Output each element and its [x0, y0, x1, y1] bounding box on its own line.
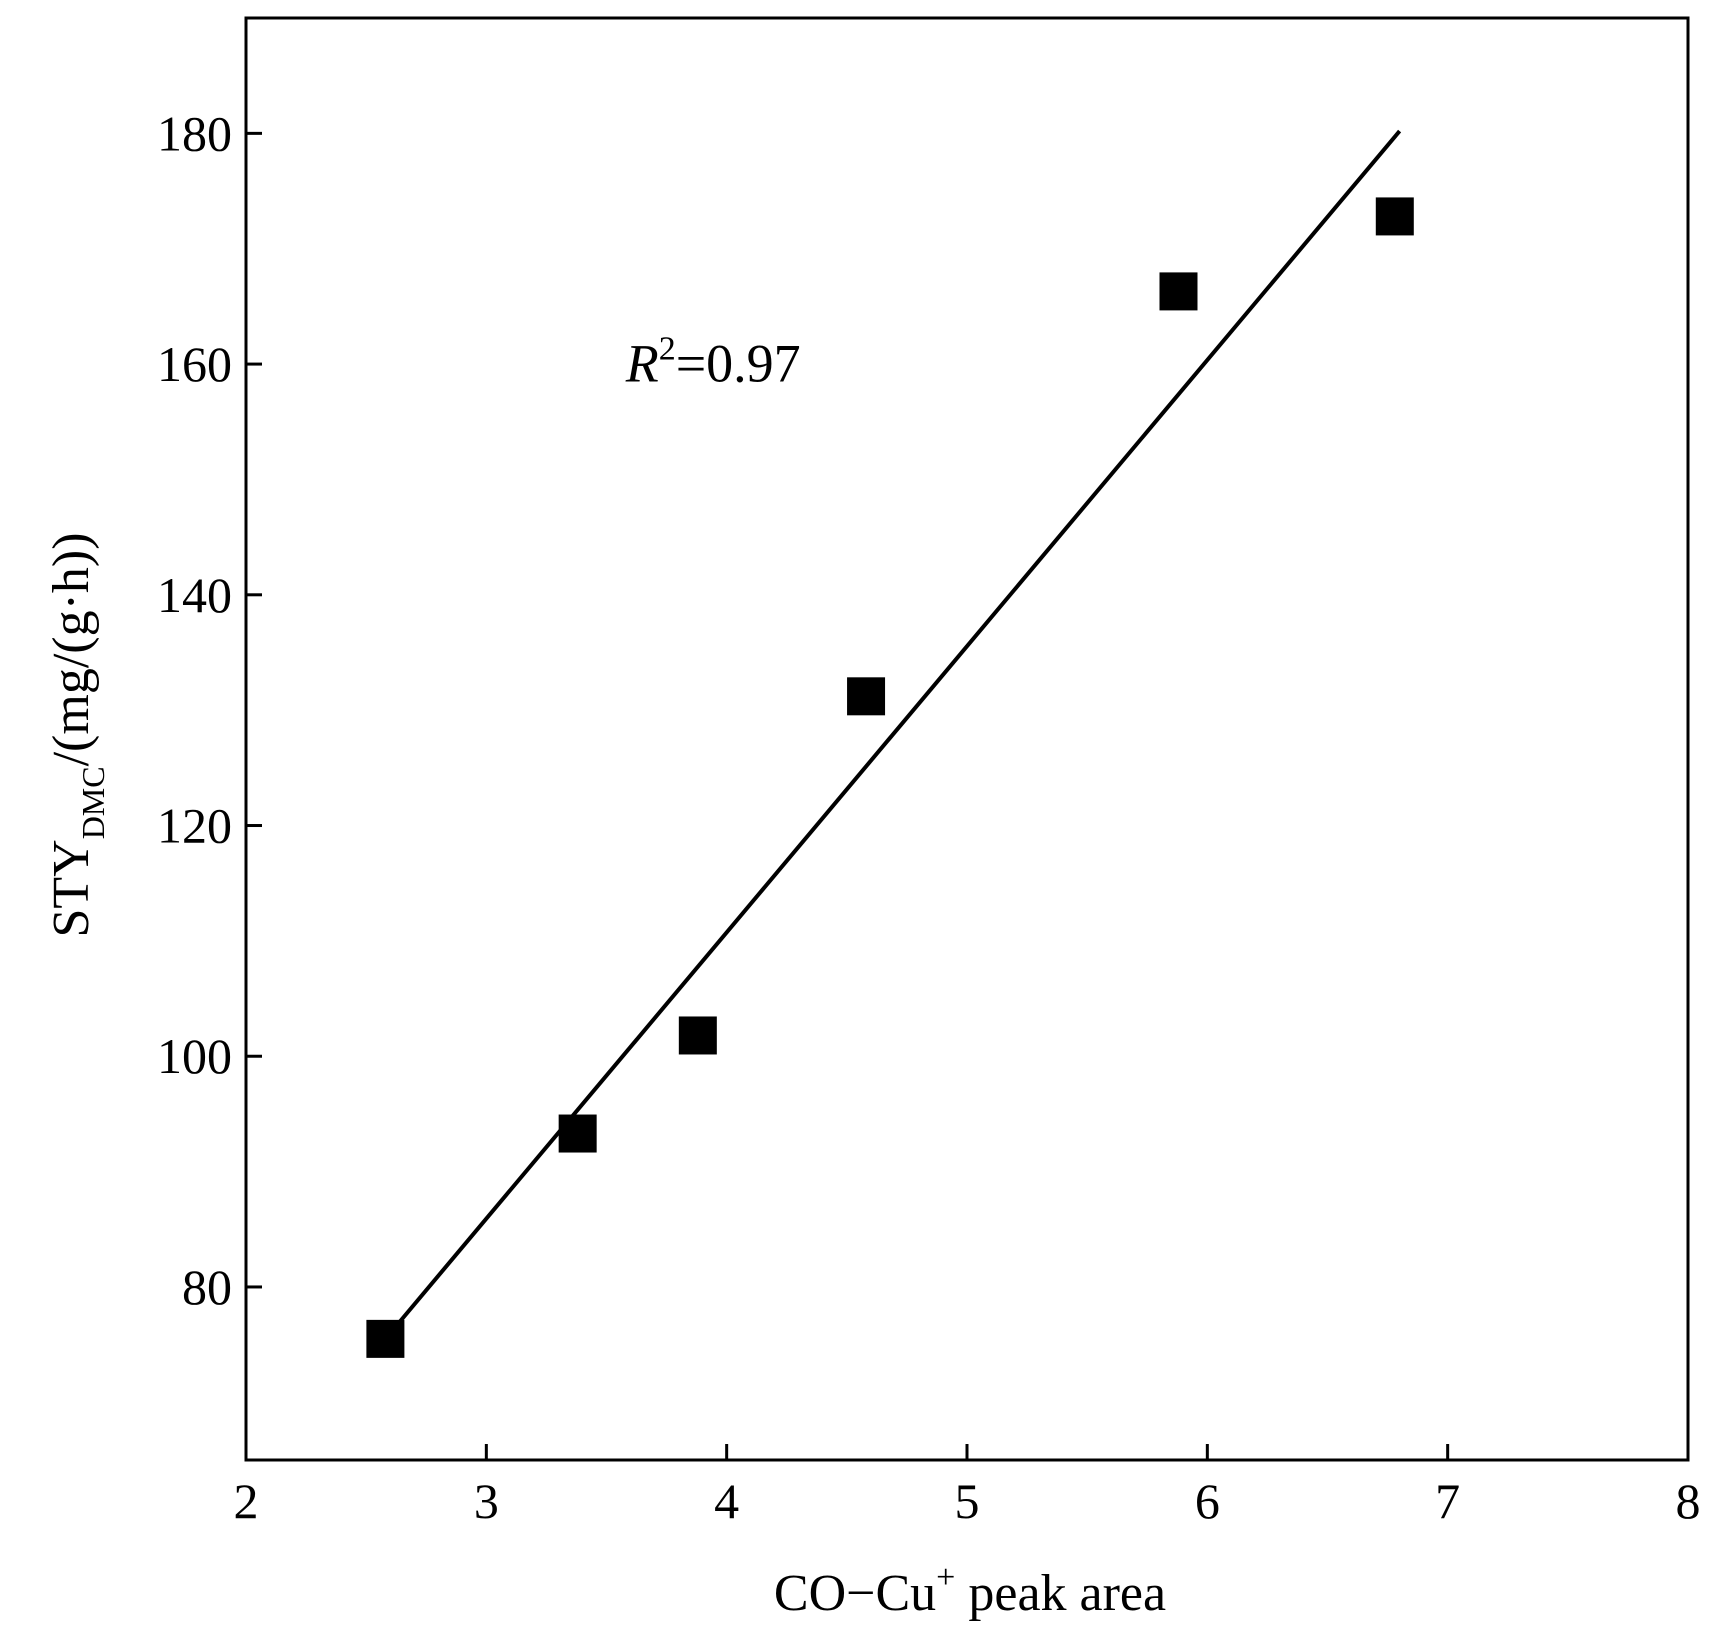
data-point: [558, 1114, 597, 1153]
x-tick-label: 5: [955, 1473, 980, 1529]
x-tick-label: 7: [1435, 1473, 1460, 1529]
x-axis-label: CO−Cu+ peak area: [774, 1559, 1166, 1622]
y-axis-label: STYDMC/(mg/(g·h)): [43, 532, 111, 937]
x-tick-label: 3: [474, 1473, 499, 1529]
y-tick-label: 80: [182, 1259, 232, 1315]
y-tick-label: 160: [157, 336, 232, 392]
x-axis-label-rest: peak area: [955, 1565, 1166, 1622]
fit-line: [388, 129, 1402, 1335]
data-point: [847, 677, 886, 716]
y-axis-label-sub: DMC: [75, 766, 111, 839]
axis-ticks: [244, 131, 1690, 1460]
x-axis-label-main: CO−Cu: [774, 1565, 936, 1622]
x-tick-label: 4: [714, 1473, 739, 1529]
data-point: [1375, 197, 1414, 236]
y-axis-label-rest: /(mg/(g·h)): [43, 532, 100, 766]
data-points: [366, 197, 1414, 1358]
annotation-r: R: [625, 333, 659, 393]
y-tick-label: 140: [157, 567, 232, 623]
data-point: [366, 1319, 405, 1358]
x-axis-label-sup: +: [936, 1559, 955, 1596]
annotation-value: =0.97: [676, 333, 801, 393]
y-tick-label: 100: [157, 1028, 232, 1084]
x-tick-label: 6: [1195, 1473, 1220, 1529]
x-tick-label: 8: [1676, 1473, 1701, 1529]
y-axis-label-main: STY: [43, 839, 100, 937]
data-point: [1159, 272, 1198, 311]
y-tick-label: 180: [157, 105, 232, 161]
x-tick-label: 2: [234, 1473, 259, 1529]
tick-labels: 2 3 4 5 6 7 8 80 100 120 140 160 180: [157, 105, 1701, 1529]
r-squared-annotation: R2=0.97: [625, 330, 801, 393]
fit-line-group: [388, 129, 1402, 1335]
data-point: [678, 1016, 717, 1055]
y-tick-label: 120: [157, 798, 232, 854]
plot-frame: [244, 16, 1690, 1462]
annotation-sup: 2: [659, 330, 676, 367]
